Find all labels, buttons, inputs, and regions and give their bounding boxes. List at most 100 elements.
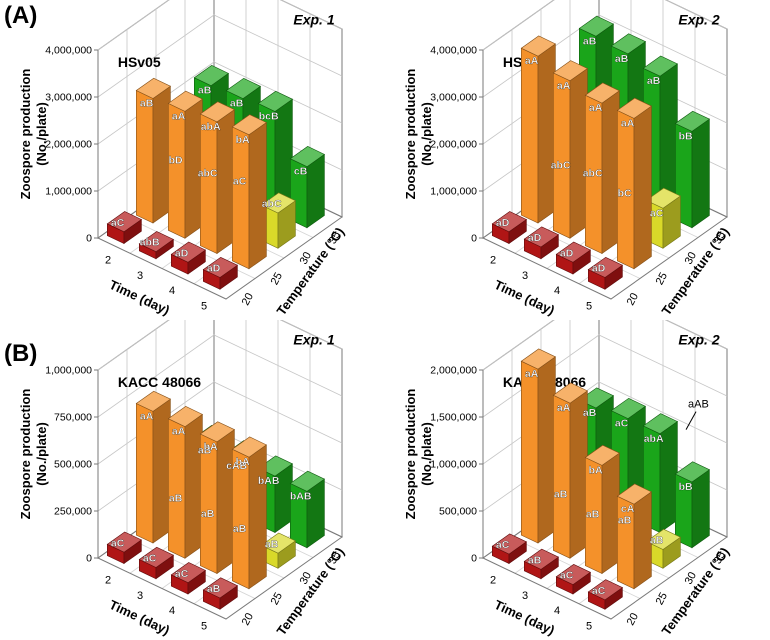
bar-significance-label: aB — [618, 515, 632, 527]
bar-25c-day5 — [231, 436, 267, 590]
bar-front-face — [521, 47, 539, 224]
bar-top-face — [199, 101, 235, 123]
bar-significance-label: aC — [175, 568, 189, 580]
z-tick-label: 30 — [298, 570, 314, 586]
bar-top-face — [231, 436, 267, 458]
bar-significance-label: aD — [560, 247, 574, 259]
bar-top-face — [167, 406, 203, 428]
bar-significance-label: abC — [198, 167, 218, 179]
bar-significance-label: aD — [592, 263, 606, 275]
z-tick-label: 30 — [683, 570, 699, 586]
z-tick-label: 30 — [683, 250, 699, 266]
bar-top-face — [260, 532, 296, 554]
bar-top-face — [199, 421, 235, 443]
bar-significance-label: aA — [525, 55, 539, 67]
y-tick-label: 0 — [86, 233, 92, 245]
z-tick-label: 20 — [240, 611, 256, 627]
bar-significance-label: aD — [175, 247, 189, 259]
z-tick-label: 25 — [654, 591, 670, 607]
y-axis-title: Zoospore production — [18, 69, 33, 200]
bar-side-face — [306, 153, 325, 229]
bar-25c-day2 — [135, 77, 171, 224]
y-gridline — [97, 0, 343, 51]
bar-25c-day3 — [552, 60, 588, 239]
bar-significance-label: bD — [169, 155, 183, 167]
x-axis-title: Time (day) — [107, 277, 172, 318]
bar-25c-day3 — [167, 406, 203, 559]
chart-b-exp1: 0 250,000 500,000 750,000 1,000,000 Zoospore … — [18, 320, 347, 638]
bar-front-face — [200, 113, 218, 254]
bar-significance-label: abA — [201, 121, 221, 133]
bar-significance-label: aB — [554, 489, 568, 501]
bar-significance-label: bA — [204, 441, 218, 453]
x-tick-label: 5 — [201, 300, 207, 312]
bar-25c-day2 — [520, 348, 556, 544]
x-tick-label: 4 — [169, 605, 175, 617]
bar-significance-label: aC — [560, 570, 574, 582]
bar-top-face — [138, 231, 174, 253]
bar-significance-label: aB — [615, 53, 629, 65]
bar-top-face — [578, 15, 614, 37]
bar-top-face — [584, 82, 620, 104]
bar-significance-label: aC — [496, 539, 510, 551]
bar-significance-label: aC — [615, 418, 629, 430]
bar-top-face — [520, 348, 556, 370]
bar-top-face — [257, 455, 293, 477]
y-tick-label: 4,000,000 — [430, 45, 477, 57]
bar-20c-day3 — [138, 546, 174, 580]
bar-top-face — [231, 114, 267, 136]
bar-top-face — [135, 77, 171, 99]
y-axis-title-units: (No./plate) — [419, 102, 434, 166]
bar-top-face — [135, 390, 171, 412]
bar-significance-label: aB — [140, 97, 154, 109]
y-tick-label: 500,000 — [54, 459, 92, 471]
strain-label: KACC 48066 — [118, 374, 201, 390]
bar-front-face — [136, 403, 154, 544]
bar-20c-day5 — [202, 577, 238, 610]
x-tick-label: 3 — [522, 270, 528, 282]
bar-significance-label: aB — [265, 538, 279, 550]
bar-side-face — [633, 491, 652, 590]
bar-top-face — [193, 65, 229, 87]
bar-20c-day2 — [106, 211, 142, 245]
bar-top-face — [587, 579, 623, 601]
z-tick-label: 35 — [327, 230, 343, 246]
bar-front-face — [136, 90, 154, 224]
bar-significance-label: aB — [233, 523, 247, 535]
bar-25c-day2 — [135, 390, 171, 544]
strain-label: HSv05 — [118, 54, 161, 70]
bar-top-face — [170, 562, 206, 584]
bar-significance-label: aB — [586, 509, 600, 521]
bar-top-face — [610, 397, 646, 419]
bar-significance-label: bB — [679, 481, 693, 493]
bar-significance-label: bB — [679, 130, 693, 142]
bar-significance-label: bA — [236, 456, 250, 468]
bar-top-face — [552, 60, 588, 82]
bar-significance-label: bC — [618, 187, 632, 199]
bar-significance-label: aA — [557, 402, 571, 414]
bar-top-face — [645, 528, 681, 550]
x-tick-label: 3 — [522, 590, 528, 602]
bar-significance-label: aB — [169, 493, 183, 505]
y-tick-label: 4,000,000 — [45, 45, 92, 57]
bar-top-face — [106, 531, 142, 553]
y-axis-title-units: (No./plate) — [419, 422, 434, 486]
bar-side-face — [248, 121, 267, 270]
bar-significance-label: abC — [583, 168, 603, 180]
bar-top-face — [289, 146, 325, 168]
bar-top-face — [584, 444, 620, 466]
bar-top-face — [202, 256, 238, 278]
z-tick-label: 35 — [712, 550, 728, 566]
bar-top-face — [491, 211, 527, 233]
bar-20c-day4 — [170, 562, 206, 595]
bar-significance-label: aD — [528, 232, 542, 244]
bar-side-face — [152, 398, 171, 544]
bar-top-face — [642, 55, 678, 77]
z-tick-label: 25 — [654, 271, 670, 287]
bar-side-face — [691, 118, 710, 229]
y-tick-label: 2,000,000 — [45, 139, 92, 151]
bar-side-face — [601, 90, 620, 255]
z-tick-label: 25 — [269, 591, 285, 607]
bar-significance-label: aA — [140, 410, 154, 422]
bar-significance-label: bcB — [259, 110, 279, 122]
